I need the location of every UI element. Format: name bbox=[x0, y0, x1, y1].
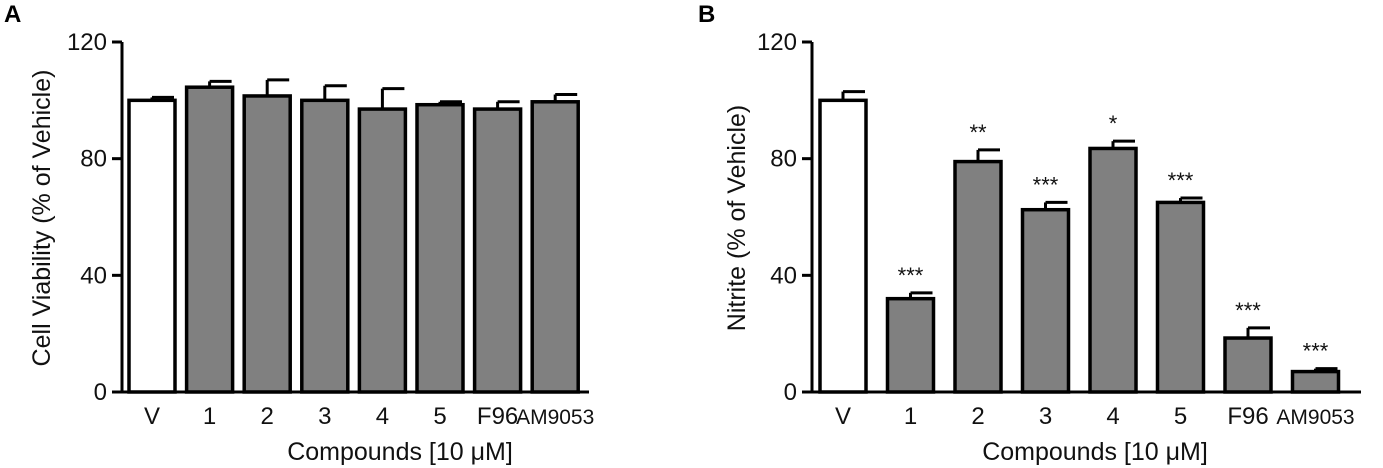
panel-a-x-axis-title: Compounds [10 μM] bbox=[287, 438, 513, 466]
panel-b-x-tick-label: V bbox=[835, 403, 851, 430]
panel-a-x-tick-label: 1 bbox=[203, 403, 216, 430]
panel-a-x-tick-label: F96 bbox=[477, 403, 518, 430]
panel-b-bar-f96 bbox=[1223, 336, 1273, 394]
panel-b-bar-5 bbox=[1155, 200, 1206, 394]
panel-a-bar-v bbox=[127, 98, 177, 394]
panel-a-x-tick-label: AM9053 bbox=[516, 406, 594, 429]
panel-a-y-tick-label: 120 bbox=[67, 29, 107, 56]
panel-b-bar-v bbox=[818, 98, 868, 394]
panel-b-x-tick-label: 3 bbox=[1039, 403, 1052, 430]
panel-a-bar-f96 bbox=[472, 107, 523, 394]
panel-b-significance-label: *** bbox=[1235, 298, 1261, 323]
panel-b-x-tick-label: 2 bbox=[971, 403, 984, 430]
panel-b-significance-label: *** bbox=[1033, 172, 1059, 197]
panel-b-y-tick-label: 0 bbox=[784, 379, 797, 406]
panel-b-significance-label: ** bbox=[969, 120, 987, 145]
panel-a-bar-2 bbox=[242, 94, 292, 394]
panel-b-x-tick-label: AM9053 bbox=[1276, 406, 1354, 429]
panel-a-bar-4 bbox=[357, 107, 408, 394]
panel-b-bar-1 bbox=[885, 296, 936, 394]
panel-b-letter: B bbox=[698, 1, 715, 28]
panel-a-y-tick-label: 80 bbox=[80, 146, 107, 173]
panel-a-bar-3 bbox=[300, 98, 350, 394]
panel-b-significance-label: *** bbox=[898, 263, 924, 288]
panel-b-x-tick-label: F96 bbox=[1227, 403, 1268, 430]
panel-a-x-tick-label: 5 bbox=[433, 403, 446, 430]
panel-b-x-tick-label: 4 bbox=[1106, 403, 1119, 430]
panel-b-y-tick-label: 80 bbox=[770, 146, 797, 173]
panel-b-y-tick-label: 120 bbox=[757, 29, 797, 56]
panel-b-bar-4 bbox=[1088, 146, 1138, 394]
panel-a-x-tick-label: 3 bbox=[318, 403, 331, 430]
panel-a-bar-1 bbox=[184, 85, 235, 394]
panel-a-y-tick-label: 40 bbox=[80, 262, 107, 289]
panel-b-bar-3 bbox=[1020, 207, 1071, 394]
panel-a-x-tick-label: V bbox=[144, 403, 160, 430]
panel-a-x-tick-label: 4 bbox=[376, 403, 389, 430]
panel-a-y-tick-label: 0 bbox=[94, 379, 107, 406]
panel-a-bar-5 bbox=[415, 102, 465, 394]
panel-b-bar-am9053 bbox=[1290, 369, 1341, 394]
panel-b-y-axis-title: Nitrite (% of Vehicle) bbox=[723, 105, 751, 331]
panel-a-chart: A Cell Viability (% of Vehicle) Compound… bbox=[4, 1, 594, 466]
panel-a-y-axis-title: Cell Viability (% of Vehicle) bbox=[28, 70, 56, 367]
panel-b-y-tick-label: 40 bbox=[770, 262, 797, 289]
panel-b-x-axis-title: Compounds [10 μM] bbox=[982, 438, 1208, 466]
panel-b-significance-label: * bbox=[1109, 111, 1118, 136]
panel-a-letter: A bbox=[4, 1, 21, 28]
panel-a-bar-am9053 bbox=[530, 100, 580, 394]
panel-b-marks: 0 40 80 120 V 1 *** 2 ** 3 *** 4 * 5 *** F96 *** AM9053 **… bbox=[757, 29, 1361, 430]
panel-b-significance-label: *** bbox=[1168, 168, 1194, 193]
panel-b-bar-2 bbox=[953, 159, 1003, 394]
panel-b-significance-label: *** bbox=[1303, 339, 1329, 364]
panel-b-chart: B Nitrite (% of Vehicle) Compounds [10 μ… bbox=[698, 1, 1361, 466]
panel-b-x-tick-label: 5 bbox=[1174, 403, 1187, 430]
panel-b-x-tick-label: 1 bbox=[904, 403, 917, 430]
panel-a-x-tick-label: 2 bbox=[261, 403, 274, 430]
